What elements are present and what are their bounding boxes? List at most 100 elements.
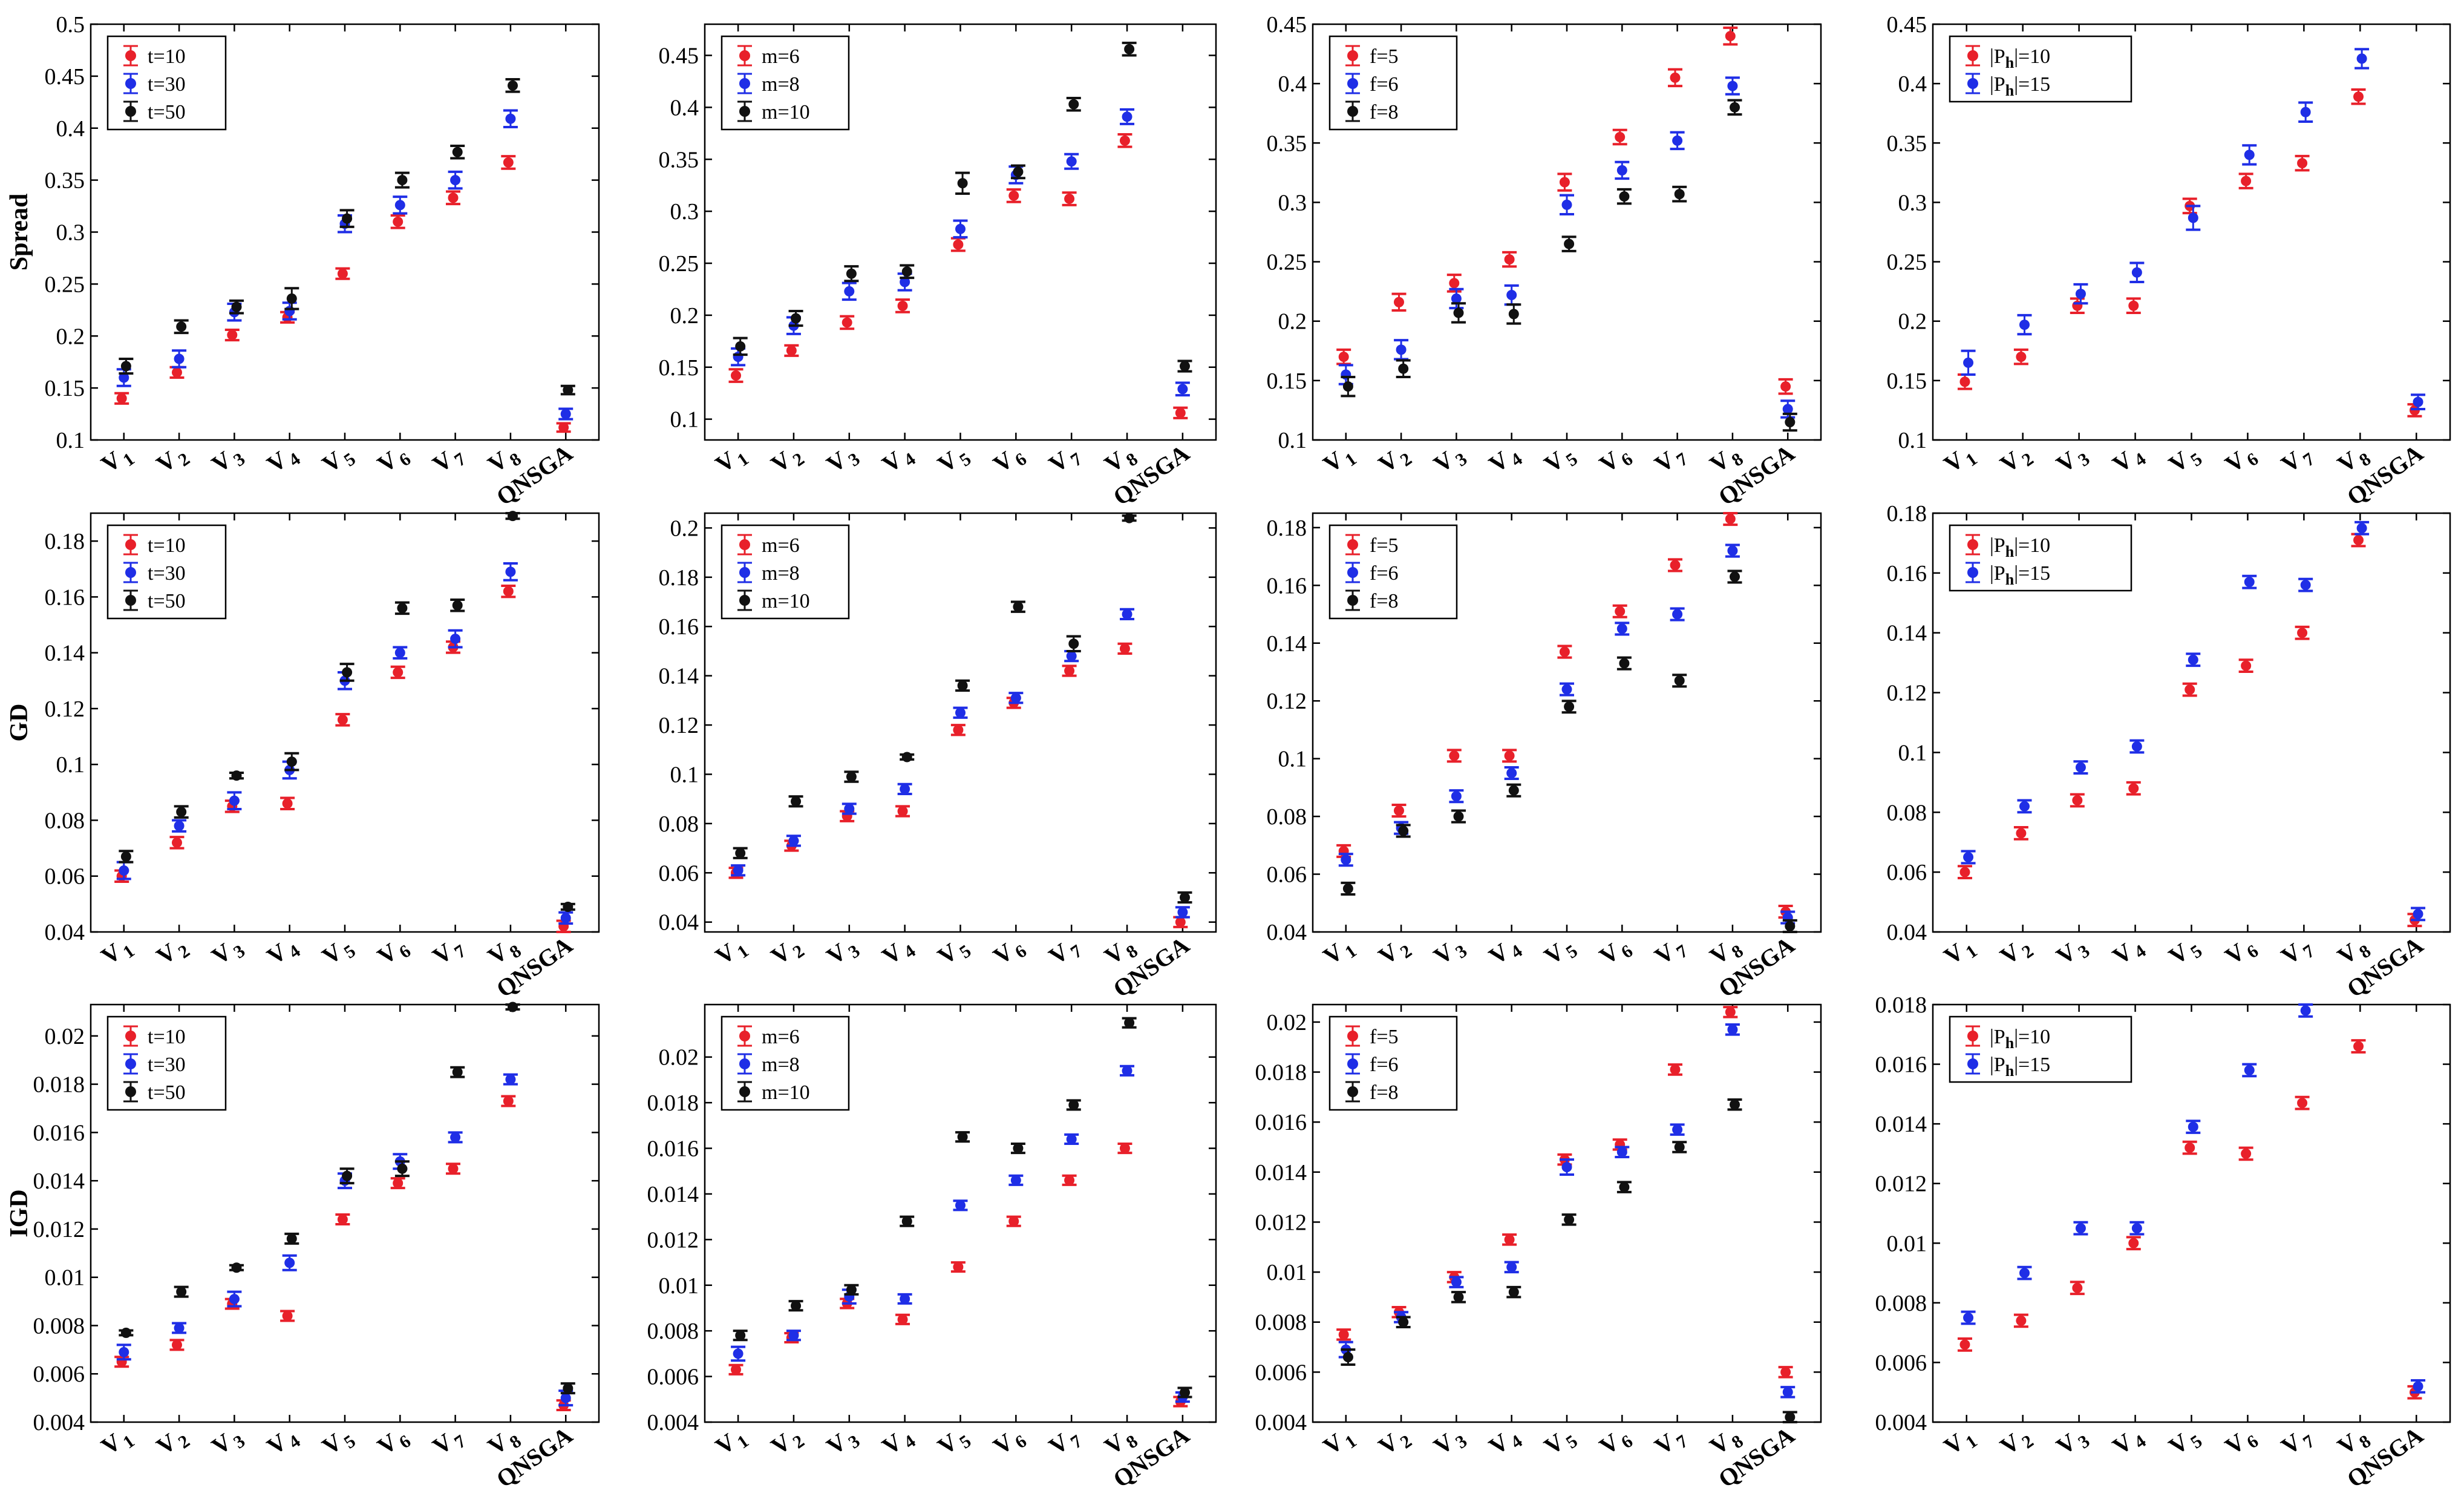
x-tick-label: V1 bbox=[1939, 1422, 1981, 1464]
marker bbox=[505, 1074, 516, 1085]
marker bbox=[1010, 692, 1021, 703]
x-tick-subscript: 7 bbox=[2299, 1431, 2318, 1453]
data-point bbox=[339, 663, 355, 682]
x-tick-subscript: 6 bbox=[1011, 941, 1030, 963]
y-tick-label: 0.014 bbox=[33, 1169, 85, 1194]
x-tick-label: V3 bbox=[207, 1422, 249, 1464]
data-point bbox=[2126, 781, 2141, 796]
y-tick-label: 0.012 bbox=[647, 1227, 699, 1253]
data-point bbox=[1338, 853, 1353, 867]
legend-subscript: h bbox=[2005, 54, 2015, 71]
marker bbox=[227, 330, 238, 341]
data-point bbox=[1961, 349, 1976, 376]
data-point bbox=[501, 1095, 516, 1107]
x-tick-label: QNSGA bbox=[491, 1421, 577, 1493]
x-tick-subscript: 6 bbox=[396, 1431, 414, 1453]
x-tick-label: V2 bbox=[766, 1422, 808, 1464]
marker bbox=[231, 770, 242, 781]
marker bbox=[1963, 1313, 1974, 1323]
y-tick-label: 0.004 bbox=[1875, 1410, 1927, 1435]
y-tick-label: 0.1 bbox=[670, 407, 699, 433]
data-point bbox=[450, 1066, 465, 1078]
marker bbox=[394, 200, 405, 211]
marker bbox=[1398, 825, 1409, 836]
data-point bbox=[1672, 1141, 1687, 1153]
x-tick-label: V7 bbox=[2276, 931, 2318, 974]
data-point bbox=[2238, 172, 2253, 189]
marker bbox=[452, 600, 463, 611]
y-tick-label: 0.4 bbox=[1278, 71, 1307, 97]
data-point bbox=[390, 665, 405, 680]
marker bbox=[1782, 404, 1793, 415]
x-tick-subscript: 6 bbox=[1011, 1431, 1030, 1453]
y-tick-label: 0.12 bbox=[1267, 689, 1307, 714]
x-tick-subscript: 4 bbox=[900, 1431, 919, 1453]
data-point bbox=[841, 281, 857, 301]
data-point bbox=[1727, 99, 1742, 116]
series-blue bbox=[1338, 1023, 1796, 1399]
x-tick-label: V6 bbox=[988, 439, 1030, 482]
data-point bbox=[169, 1339, 185, 1351]
data-point bbox=[282, 1254, 297, 1271]
x-tick-subscript: 4 bbox=[1507, 1431, 1526, 1453]
series-red bbox=[1957, 88, 2422, 418]
x-tick-label: V7 bbox=[1044, 1422, 1086, 1464]
data-point bbox=[1341, 375, 1356, 398]
legend-item: m=8 bbox=[737, 73, 800, 96]
y-tick-label: 0.45 bbox=[1887, 12, 1927, 38]
y-tick-label: 0.18 bbox=[45, 529, 85, 554]
marker bbox=[2131, 1223, 2142, 1234]
x-tick-subscript: 2 bbox=[2018, 941, 2037, 963]
x-tick-subscript: 3 bbox=[230, 941, 249, 963]
data-point bbox=[1010, 600, 1025, 613]
marker bbox=[2356, 523, 2367, 534]
data-point bbox=[505, 1002, 520, 1012]
legend-item: |Ph|=10 bbox=[1966, 45, 2050, 71]
legend: |Ph|=10|Ph|=15 bbox=[1949, 524, 2132, 592]
marker bbox=[2075, 1223, 2086, 1234]
series-blue bbox=[1338, 76, 1796, 419]
x-tick-subscript: 3 bbox=[1452, 449, 1471, 471]
x-tick-label: V4 bbox=[877, 931, 920, 974]
marker bbox=[1674, 189, 1685, 200]
x-tick-subscript: 1 bbox=[1341, 1431, 1360, 1453]
legend-label: m=6 bbox=[762, 45, 800, 68]
series-black bbox=[1341, 1098, 1797, 1423]
y-tick-label: 0.004 bbox=[647, 1410, 699, 1435]
data-point bbox=[284, 752, 299, 772]
marker bbox=[1013, 1143, 1024, 1154]
x-tick-subscript: 2 bbox=[1397, 941, 1416, 963]
x-tick-label: V6 bbox=[372, 931, 414, 974]
x-tick-label: QNSGA bbox=[491, 931, 577, 1003]
marker bbox=[2188, 212, 2198, 223]
legend-item: |Ph|=10 bbox=[1966, 534, 2050, 560]
marker bbox=[955, 223, 966, 234]
data-point bbox=[2013, 826, 2028, 841]
data-point bbox=[172, 1322, 187, 1334]
marker bbox=[788, 1330, 799, 1341]
series-black bbox=[119, 78, 575, 396]
data-point bbox=[558, 911, 574, 925]
marker bbox=[450, 175, 461, 186]
marker bbox=[1674, 1142, 1685, 1153]
data-point bbox=[393, 646, 408, 660]
marker bbox=[171, 367, 182, 378]
marker bbox=[448, 1163, 459, 1174]
data-point bbox=[2411, 907, 2426, 922]
marker bbox=[1177, 384, 1188, 395]
x-tick-label: V6 bbox=[1594, 931, 1636, 974]
marker bbox=[120, 851, 131, 862]
data-point bbox=[1120, 108, 1135, 125]
y-tick-label: 0.004 bbox=[1255, 1410, 1307, 1435]
x-tick-label: V4 bbox=[1484, 931, 1526, 974]
legend-marker bbox=[125, 567, 136, 578]
legend-label: |Ph|=10 bbox=[1990, 1026, 2050, 1052]
marker bbox=[2300, 107, 2311, 117]
marker bbox=[1393, 297, 1404, 307]
marker bbox=[503, 1096, 514, 1107]
marker bbox=[231, 1262, 242, 1273]
data-point bbox=[1451, 302, 1466, 324]
marker bbox=[1393, 805, 1404, 816]
marker bbox=[2185, 1143, 2195, 1153]
data-point bbox=[953, 219, 968, 239]
